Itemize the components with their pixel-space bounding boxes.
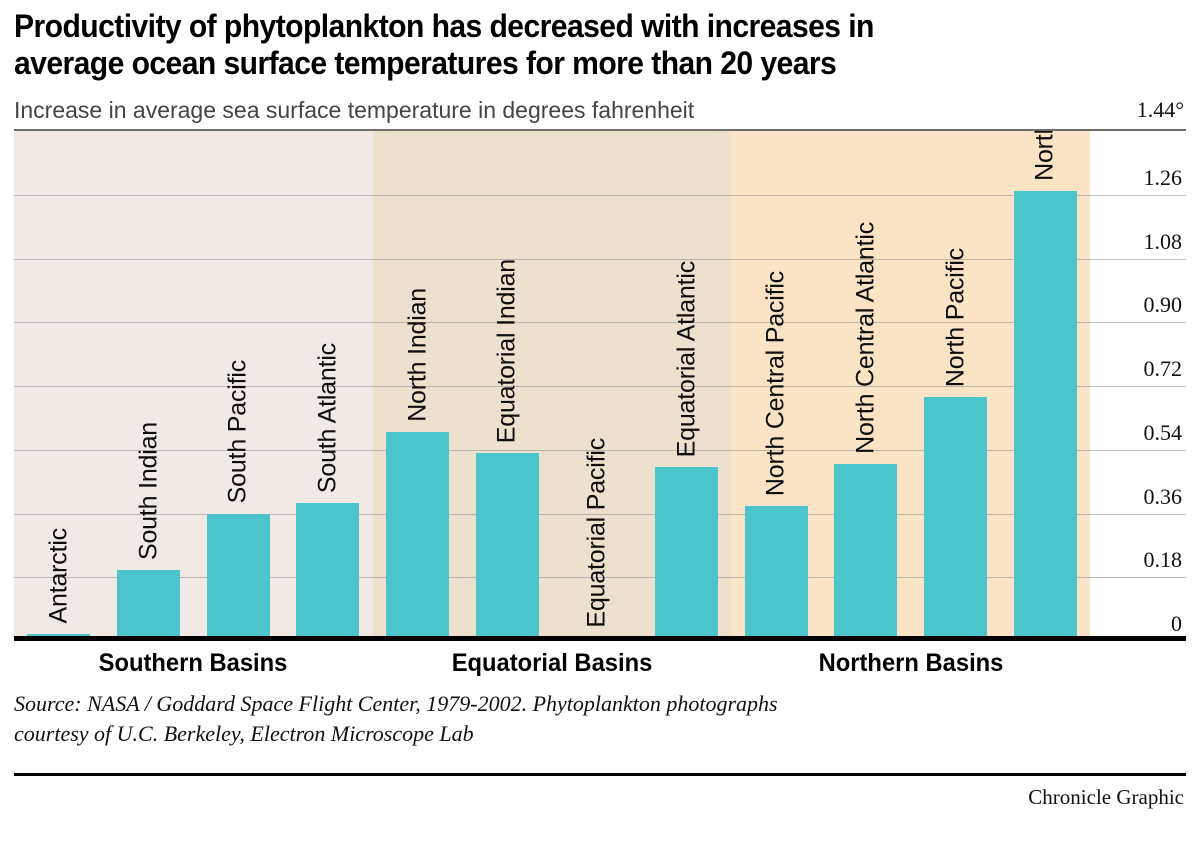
gridline (1090, 258, 1186, 260)
bar-category-label: North Atlantic (1031, 131, 1060, 181)
gridline (1090, 449, 1186, 451)
gridline (1090, 386, 1186, 387)
y-axis-tick-label: 0.90 (1143, 292, 1183, 318)
gridline (14, 194, 1090, 196)
subtitle-row: Increase in average sea surface temperat… (14, 97, 1186, 123)
bar[interactable] (206, 513, 270, 641)
bar-category-label: North Central Atlantic (851, 222, 880, 454)
page-title: Productivity of phytoplankton has decrea… (14, 8, 874, 81)
bar[interactable] (924, 396, 987, 641)
gridline (1090, 194, 1186, 196)
bar-category-label: Equatorial Atlantic (672, 261, 700, 458)
y-axis-tick-label: 1.08 (1143, 228, 1183, 254)
gridline (14, 513, 1090, 515)
y-axis: 0 0.18 0.36 0.54 0.72 0.90 1.08 1.26 (1090, 131, 1186, 641)
y-axis-tick-label: 1.26 (1143, 164, 1183, 190)
y-axis-tick-label: 0.36 (1143, 483, 1183, 509)
y-axis-tick-label: 0.54 (1143, 419, 1183, 445)
bar[interactable] (655, 467, 718, 641)
bar[interactable] (744, 506, 808, 641)
gridlines (14, 131, 1090, 641)
chart-subtitle: Increase in average sea surface temperat… (14, 97, 695, 123)
bar[interactable] (834, 463, 898, 641)
bar[interactable] (117, 570, 180, 641)
gridline (14, 577, 1090, 579)
gridline (14, 449, 1090, 451)
bar-category-label: Equatorial Pacific (582, 437, 611, 628)
footer-divider (14, 773, 1186, 776)
y-axis-tick-label: 0.72 (1143, 356, 1183, 381)
group-label-row: Southern Basins Equatorial Basins Northern… (14, 641, 1186, 685)
gridline (14, 322, 1090, 324)
bar-series: Antarctic South Indian South Pacific South … (14, 131, 1090, 641)
gridline (1090, 322, 1186, 324)
group-label: Southern Basins (98, 649, 288, 677)
gridline (1090, 513, 1186, 515)
bar-category-label: South Atlantic (313, 342, 342, 493)
bar-category-label: South Indian (134, 422, 162, 561)
group-label: Northern Basins (818, 649, 1004, 677)
bar[interactable] (296, 502, 360, 641)
x-axis-baseline (14, 636, 1186, 641)
gridline (14, 258, 1090, 260)
bar-category-label: North Pacific (941, 247, 969, 387)
credit-label: Chronicle Graphic (1028, 785, 1184, 809)
y-axis-tick-label: 0 (1171, 611, 1182, 636)
plot-area: Antarctic South Indian South Pacific South … (14, 131, 1090, 641)
bar[interactable] (475, 453, 539, 641)
bar-category-label: Equatorial Indian (492, 259, 521, 444)
bar-category-label: North Indian (403, 288, 431, 423)
group-label: Equatorial Basins (451, 649, 653, 677)
bar-chart: Antarctic South Indian South Pacific South … (14, 129, 1186, 641)
bar[interactable] (386, 432, 449, 641)
y-axis-tick-label: 0.18 (1143, 547, 1183, 573)
bar-category-label: South Pacific (223, 360, 252, 504)
bar-category-label: Antarctic (44, 528, 73, 624)
bar[interactable] (1013, 191, 1077, 641)
gridline (14, 386, 1090, 387)
bar-category-label: North Central Pacific (761, 271, 790, 497)
gridline (1090, 577, 1186, 579)
y-axis-max-label: 1.44° (1136, 97, 1184, 122)
source-note: Source: NASA / Goddard Space Flight Cent… (14, 691, 778, 746)
